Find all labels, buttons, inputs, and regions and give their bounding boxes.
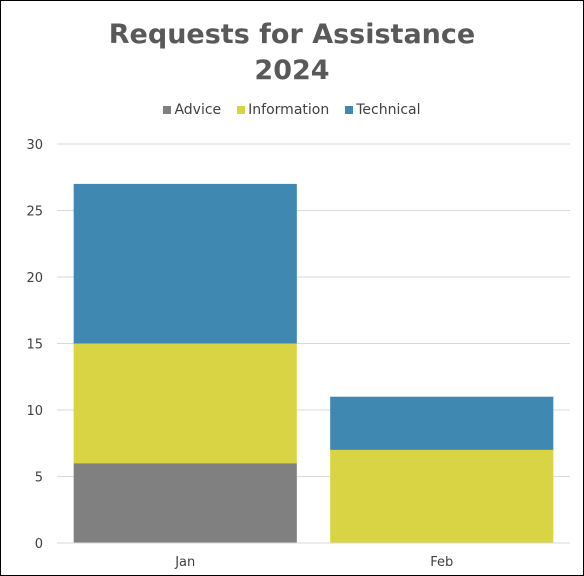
legend-item-information: Information <box>237 102 329 118</box>
legend-swatch-technical <box>345 106 354 114</box>
bar-feb-information <box>330 449 554 543</box>
x-tick-label-feb: Feb <box>430 555 453 570</box>
chart-legend: Advice Information Technical <box>0 102 584 118</box>
chart-subtitle: 2024 <box>254 55 330 86</box>
x-tick-label-jan: Jan <box>174 555 195 570</box>
y-tick-label-30: 30 <box>26 138 43 153</box>
legend-label-information: Information <box>248 102 330 118</box>
bar-jan-information <box>73 343 297 464</box>
bar-jan-technical <box>73 183 297 344</box>
y-tick-label-15: 15 <box>26 338 43 353</box>
y-tick-label-10: 10 <box>26 404 43 419</box>
legend-swatch-information <box>237 106 246 114</box>
legend-item-advice: Advice <box>163 102 221 118</box>
y-tick-label-5: 5 <box>35 471 43 486</box>
bar-jan-advice <box>73 463 297 543</box>
y-tick-label-20: 20 <box>26 271 43 286</box>
y-tick-label-25: 25 <box>26 205 43 220</box>
legend-item-technical: Technical <box>345 102 421 118</box>
chart-title: Requests for Assistance <box>108 19 476 50</box>
y-tick-label-0: 0 <box>35 537 43 552</box>
bar-feb-technical <box>330 396 554 450</box>
legend-label-technical: Technical <box>356 102 421 118</box>
legend-label-advice: Advice <box>174 102 222 118</box>
legend-swatch-advice <box>163 106 172 114</box>
